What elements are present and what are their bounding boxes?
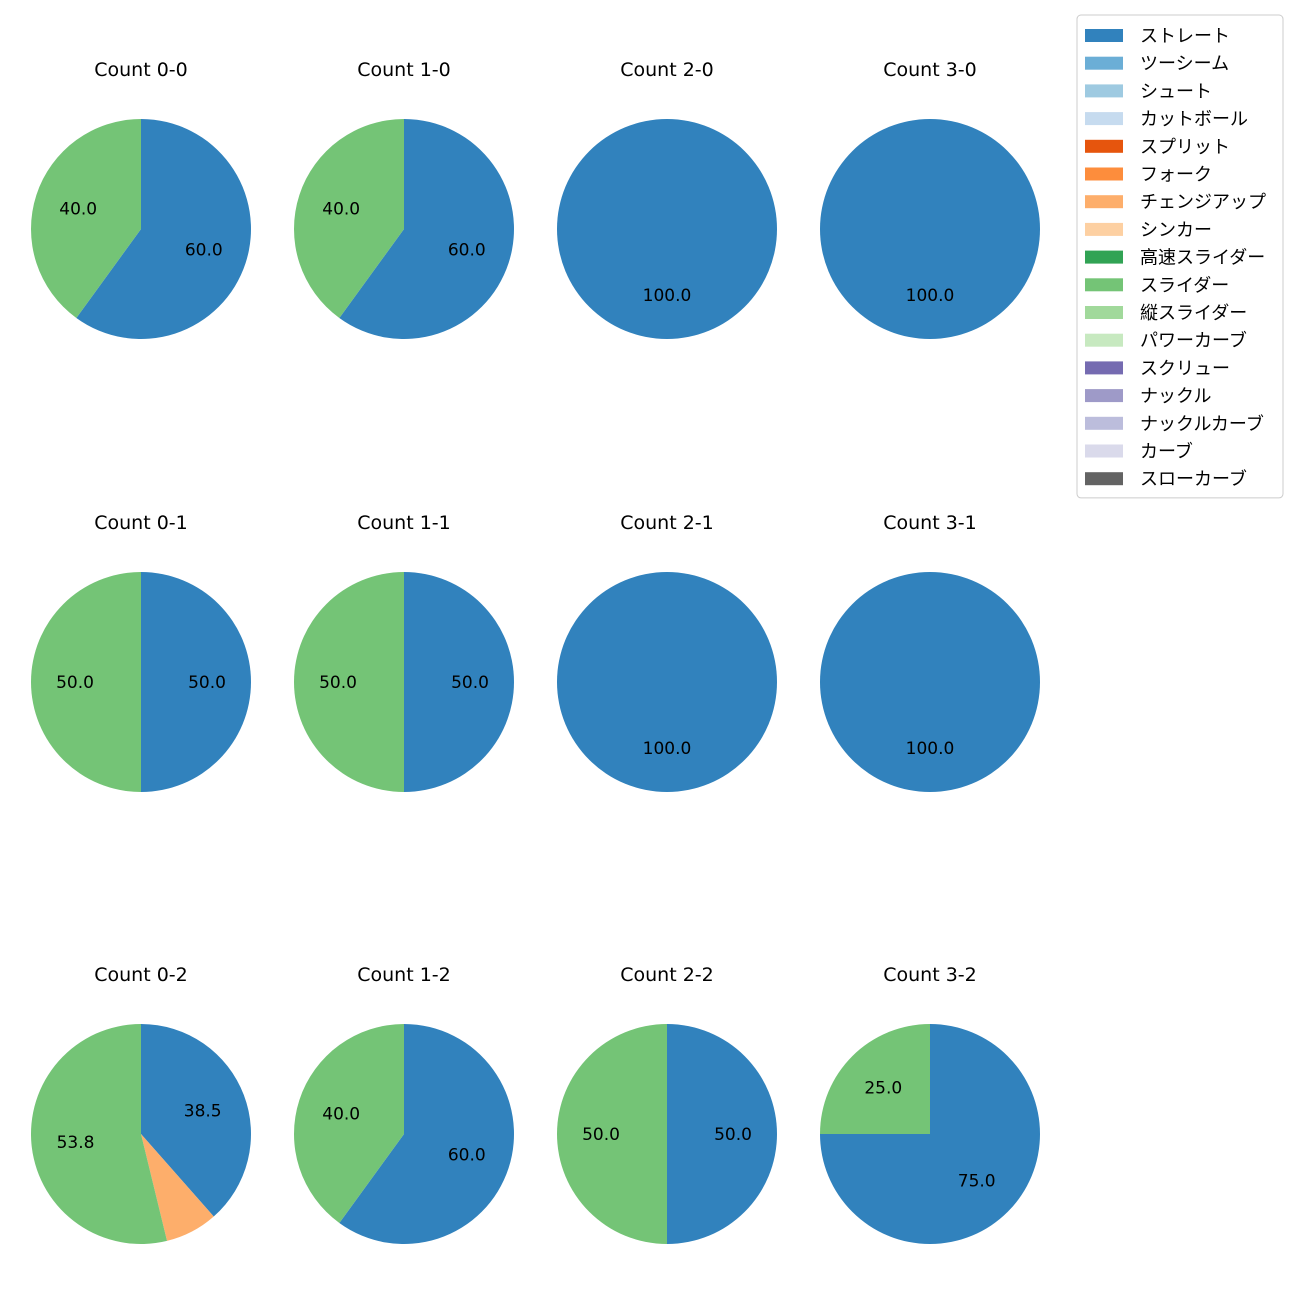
pie-slice xyxy=(557,1024,667,1244)
pie-slice xyxy=(141,572,251,792)
legend-label: パワーカーブ xyxy=(1140,330,1247,352)
legend-swatch xyxy=(1085,333,1123,347)
slice-label: 100.0 xyxy=(643,286,692,306)
slice-label: 75.0 xyxy=(958,1172,996,1192)
legend-swatch xyxy=(1085,472,1123,486)
pie-slice xyxy=(30,119,141,318)
pie-title: Count 3-2 xyxy=(883,964,977,986)
slice-label: 50.0 xyxy=(714,1125,752,1145)
pie-title: Count 1-2 xyxy=(357,964,451,986)
legend-label: ストレート xyxy=(1140,26,1230,47)
slice-label: 40.0 xyxy=(322,200,360,220)
pie-title: Count 3-0 xyxy=(883,59,977,81)
slice-label: 40.0 xyxy=(59,200,97,220)
legend-swatch xyxy=(1085,112,1123,126)
pie-slice xyxy=(557,572,777,792)
pie-title: Count 2-0 xyxy=(620,59,714,81)
pie-title: Count 1-1 xyxy=(357,512,451,534)
legend-swatch xyxy=(1085,444,1123,458)
legend-swatch xyxy=(1085,29,1123,42)
legend-label: チェンジアップ xyxy=(1140,192,1266,213)
slice-label: 50.0 xyxy=(188,673,226,693)
legend-frame xyxy=(1076,14,1284,499)
legend-label: スプリット xyxy=(1140,137,1230,158)
legend-label: カットボール xyxy=(1140,109,1248,130)
pie-slice xyxy=(31,572,141,792)
pie-slice xyxy=(667,1024,777,1244)
legend-swatch xyxy=(1085,250,1123,264)
slice-label: 100.0 xyxy=(643,739,692,759)
pie-slice xyxy=(76,119,251,339)
slice-label: 50.0 xyxy=(319,673,357,693)
pie-slice xyxy=(30,1024,168,1244)
slice-label: 60.0 xyxy=(448,240,486,260)
legend-swatch xyxy=(1085,306,1123,319)
pie-title: Count 1-0 xyxy=(357,59,451,81)
legend-swatch xyxy=(1085,167,1123,181)
legend-swatch xyxy=(1085,56,1123,70)
pie-slice xyxy=(339,1024,514,1244)
slice-label: 50.0 xyxy=(451,673,489,693)
legend-swatch xyxy=(1085,416,1123,430)
pie-slice xyxy=(820,1024,930,1134)
legend-label: スライダー xyxy=(1140,275,1229,296)
legend-swatch xyxy=(1085,361,1123,375)
pie-slice xyxy=(339,119,514,339)
legend-label: フォーク xyxy=(1140,165,1212,186)
legend-swatch xyxy=(1085,84,1123,98)
pie-title: Count 3-1 xyxy=(883,512,977,534)
legend-label: ナックルカーブ xyxy=(1140,413,1264,435)
legend-swatch xyxy=(1085,278,1123,292)
slice-label: 50.0 xyxy=(56,673,94,693)
legend-swatch xyxy=(1085,139,1123,153)
legend-swatch xyxy=(1085,222,1123,236)
pie-slice xyxy=(404,572,514,792)
legend-label: カーブ xyxy=(1140,441,1193,463)
slice-label: 60.0 xyxy=(448,1145,486,1165)
pie-slice xyxy=(557,119,777,339)
pie-slice xyxy=(820,119,1040,339)
slice-label: 40.0 xyxy=(322,1105,360,1125)
pie-slice xyxy=(294,572,404,792)
slice-label: 53.8 xyxy=(57,1133,95,1153)
pie-slice xyxy=(141,1024,251,1217)
legend-label: ツーシーム xyxy=(1140,54,1229,75)
legend-label: 縦スライダー xyxy=(1140,303,1247,324)
legend-label: シュート xyxy=(1140,81,1212,102)
pie-slice xyxy=(293,1024,404,1223)
pie-title: Count 2-1 xyxy=(620,512,714,534)
slice-label: 100.0 xyxy=(906,286,955,306)
legend-label: 高速スライダー xyxy=(1140,248,1265,269)
slice-label: 100.0 xyxy=(906,739,955,759)
slice-label: 25.0 xyxy=(864,1078,902,1098)
legend-swatch xyxy=(1085,389,1123,403)
legend-swatch xyxy=(1085,195,1123,209)
slice-label: 60.0 xyxy=(185,240,223,260)
slice-label: 38.5 xyxy=(184,1102,222,1122)
legend-label: シンカー xyxy=(1140,220,1212,241)
pie-title: Count 0-1 xyxy=(94,512,188,534)
pie-title: Count 0-2 xyxy=(94,964,188,986)
pie-slice xyxy=(820,572,1040,792)
legend-label: スローカーブ xyxy=(1140,468,1247,490)
slice-label: 50.0 xyxy=(582,1125,620,1145)
pie-slice xyxy=(141,1134,214,1241)
legend-label: スクリュー xyxy=(1140,358,1230,379)
pie-title: Count 2-2 xyxy=(620,964,714,986)
pie-slice xyxy=(293,119,404,318)
pie-title: Count 0-0 xyxy=(94,59,188,81)
legend-label: ナックル xyxy=(1140,386,1211,407)
